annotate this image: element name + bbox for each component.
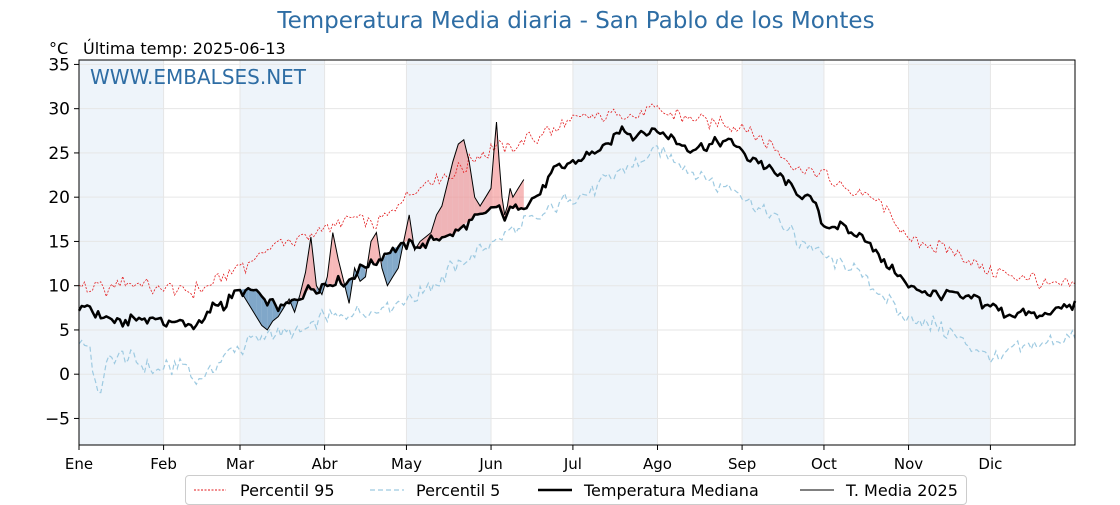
x-tick-label-ago: Ago bbox=[643, 455, 672, 473]
series-lines bbox=[77, 103, 1077, 394]
month-band-jul bbox=[572, 60, 658, 445]
month-band-may bbox=[406, 60, 492, 445]
series-line-current bbox=[239, 121, 525, 331]
above-median-fill bbox=[469, 161, 475, 221]
series-line-p5 bbox=[78, 144, 1076, 394]
legend-swatch-p5 bbox=[370, 489, 404, 491]
legend-swatch-median bbox=[538, 488, 572, 492]
legend-item-p5: Percentil 5 bbox=[368, 480, 500, 500]
legend-swatch-current bbox=[800, 489, 834, 491]
above-median-fill bbox=[474, 197, 481, 215]
above-median-fill bbox=[305, 237, 311, 292]
y-tick-label: 25 bbox=[48, 144, 70, 164]
series-line-median bbox=[77, 125, 1077, 331]
below-median-fill bbox=[267, 299, 273, 330]
grid-lines bbox=[78, 60, 1075, 445]
legend-label-median: Temperatura Mediana bbox=[584, 480, 759, 500]
x-tick-label-abr: Abr bbox=[312, 455, 339, 473]
legend-item-median: Temperatura Mediana bbox=[536, 480, 759, 500]
above-median-fill bbox=[480, 197, 486, 214]
series-line-p95 bbox=[78, 103, 1076, 300]
x-tick-label-dic: Dic bbox=[978, 455, 1002, 473]
y-tick-label: 15 bbox=[48, 232, 70, 252]
above-median-fill bbox=[452, 144, 459, 236]
legend-label-p95: Percentil 95 bbox=[240, 480, 335, 500]
above-median-fill bbox=[371, 232, 377, 265]
y-tick-label: 5 bbox=[59, 321, 70, 341]
watermark-text: WWW.EMBALSES.NET bbox=[90, 65, 307, 89]
unit-label: °C bbox=[49, 39, 69, 58]
x-tick-label-nov: Nov bbox=[894, 455, 923, 473]
month-band-ene bbox=[79, 60, 164, 445]
x-tick-label-may: May bbox=[391, 455, 422, 473]
above-median-fill bbox=[485, 188, 491, 213]
anomaly-fills bbox=[240, 122, 524, 330]
plot-frame bbox=[78, 59, 1076, 446]
x-tick-label-jul: Jul bbox=[563, 455, 582, 473]
above-median-fill bbox=[510, 188, 513, 208]
x-tick-label-oct: Oct bbox=[811, 455, 837, 473]
above-median-fill bbox=[436, 206, 442, 240]
last-temp-label: Última temp: 2025-06-13 bbox=[83, 39, 286, 58]
x-tick-label-mar: Mar bbox=[226, 455, 255, 473]
y-axis: −5 0 5 10 15 20 25 30 35 bbox=[45, 55, 79, 429]
y-tick-label: 20 bbox=[48, 188, 70, 208]
x-axis: Ene Feb Mar Abr May Jun Jul Ago Sep Oct Nov Dic bbox=[65, 445, 1002, 473]
below-median-fill bbox=[381, 253, 388, 286]
month-bands bbox=[79, 60, 991, 445]
y-tick-label: −5 bbox=[45, 409, 70, 429]
x-tick-label-feb: Feb bbox=[150, 455, 177, 473]
above-median-fill bbox=[332, 232, 339, 286]
y-tick-label: 30 bbox=[48, 100, 70, 120]
y-tick-label: 35 bbox=[48, 55, 70, 75]
legend-label-current: T. Media 2025 bbox=[846, 480, 958, 500]
legend-label-p5: Percentil 5 bbox=[416, 480, 501, 500]
x-tick-label-sep: Sep bbox=[728, 455, 756, 473]
above-median-fill bbox=[458, 139, 464, 231]
above-median-fill bbox=[493, 122, 497, 208]
x-tick-label-jun: Jun bbox=[478, 455, 502, 473]
above-median-fill bbox=[441, 183, 448, 238]
legend: Percentil 95 Percentil 5 Temperatura Med… bbox=[185, 475, 967, 505]
chart-title: Temperatura Media diaria - San Pablo de … bbox=[277, 8, 875, 34]
legend-swatch-p95 bbox=[194, 489, 226, 491]
legend-item-p95: Percentil 95 bbox=[192, 480, 335, 500]
y-tick-label: 0 bbox=[59, 365, 70, 385]
month-band-sep bbox=[742, 60, 824, 445]
month-band-nov bbox=[908, 60, 991, 445]
below-median-fill bbox=[248, 288, 257, 317]
x-tick-label-ene: Ene bbox=[65, 455, 93, 473]
below-median-fill bbox=[387, 247, 393, 286]
below-median-fill bbox=[256, 289, 262, 326]
below-median-fill bbox=[360, 264, 366, 282]
y-tick-label: 10 bbox=[48, 277, 70, 297]
legend-item-current: T. Media 2025 bbox=[798, 480, 958, 500]
